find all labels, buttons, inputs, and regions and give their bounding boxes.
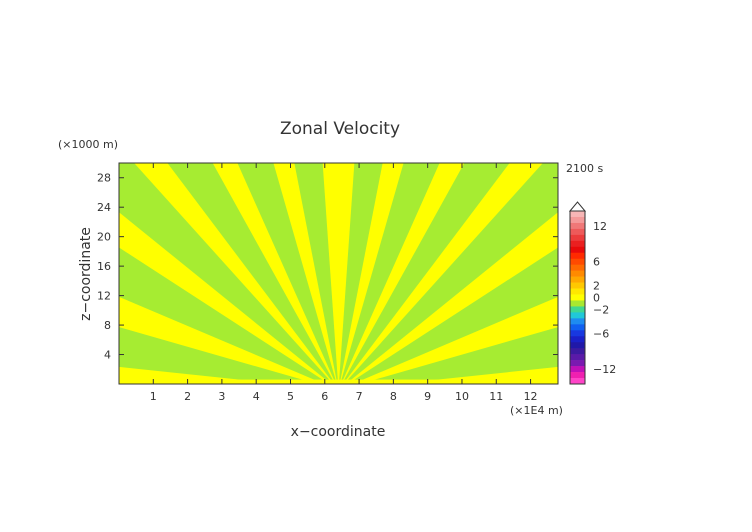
colorbar-swatch <box>570 300 585 307</box>
plot-area <box>119 163 558 384</box>
colorbar-swatch <box>570 378 585 385</box>
colorbar-tick-label: 2 <box>593 280 600 293</box>
y-tick-label: 24 <box>97 201 111 214</box>
colorbar-swatch <box>570 222 585 230</box>
x-tick-label: 12 <box>524 390 538 403</box>
colorbar: 12 6 20−2 −6 −12 <box>568 201 616 385</box>
colorbar-swatch <box>570 372 585 379</box>
velocity-band <box>322 163 339 384</box>
colorbar-swatch <box>570 318 585 325</box>
chart-title: Zonal Velocity <box>280 119 400 139</box>
colorbar-swatch <box>570 354 585 361</box>
colorbar-tick-label: −6 <box>593 327 609 340</box>
x-axis-label: x−coordinate <box>291 424 386 440</box>
velocity-band <box>341 163 465 384</box>
colorbar-swatch <box>570 312 585 319</box>
y-axis: 4 8 12 16 20 24 28 <box>97 172 558 362</box>
x-tick-label: 11 <box>489 390 503 403</box>
colorbar-swatch <box>570 228 585 236</box>
colorbar-tick-label: 0 <box>593 292 600 305</box>
colorbar-tick-label: 6 <box>593 256 600 269</box>
colorbar-swatch <box>570 246 585 254</box>
colorbar-swatch <box>570 324 585 331</box>
colorbar-swatch <box>570 264 585 271</box>
y-tick-label: 16 <box>97 260 111 273</box>
colorbar-swatch <box>570 288 585 295</box>
x-tick-label: 1 <box>150 390 157 403</box>
velocity-bands <box>119 163 558 384</box>
x-axis: 1 2 3 4 5 6 7 8 9 10 11 12 <box>150 163 538 403</box>
velocity-band <box>119 296 325 384</box>
colorbar-swatch <box>570 366 585 373</box>
x-tick-label: 2 <box>184 390 191 403</box>
x-tick-label: 8 <box>390 390 397 403</box>
velocity-band <box>338 163 355 384</box>
y-unit-label: (×1000 m) <box>58 138 118 151</box>
velocity-band <box>273 163 338 384</box>
colorbar-swatch <box>570 360 585 367</box>
x-tick-label: 10 <box>455 390 469 403</box>
velocity-band <box>119 379 558 384</box>
colorbar-tick-label: −2 <box>593 303 609 316</box>
colorbar-swatch <box>570 342 585 349</box>
x-tick-label: 5 <box>287 390 294 403</box>
colorbar-swatch <box>570 258 585 265</box>
colorbar-swatch <box>570 276 585 283</box>
velocity-band <box>345 212 558 384</box>
time-label: 2100 s <box>566 162 603 175</box>
colorbar-swatch <box>570 282 585 289</box>
colorbar-overflow-triangle <box>568 201 587 212</box>
velocity-band <box>339 163 404 384</box>
y-tick-label: 20 <box>97 231 111 244</box>
colorbar-swatch <box>570 216 585 224</box>
x-unit-label: (×1E4 m) <box>510 404 563 417</box>
x-tick-label: 7 <box>356 390 363 403</box>
colorbar-swatch <box>570 234 585 242</box>
y-tick-label: 12 <box>97 290 111 303</box>
plot-frame <box>118 162 559 385</box>
velocity-band <box>343 163 543 384</box>
colorbar-tick-label: −12 <box>593 363 616 376</box>
x-tick-label: 4 <box>253 390 260 403</box>
colorbar-swatch <box>570 306 585 313</box>
x-tick-label: 9 <box>424 390 431 403</box>
x-tick-label: 6 <box>321 390 328 403</box>
colorbar-swatch <box>570 336 585 343</box>
y-tick-label: 28 <box>97 172 111 185</box>
velocity-band <box>212 163 336 384</box>
colorbar-swatch <box>570 348 585 355</box>
velocity-band <box>119 212 332 384</box>
colorbar-swatch <box>570 240 585 248</box>
colorbar-swatch <box>570 330 585 337</box>
colorbar-swatch <box>570 294 585 301</box>
y-axis-label: z−coordinate <box>78 227 94 321</box>
y-tick-label: 4 <box>104 349 111 362</box>
colorbar-swatch <box>570 252 585 260</box>
y-tick-label: 8 <box>104 319 111 332</box>
colorbar-tick-label: 12 <box>593 220 607 233</box>
velocity-band <box>352 296 558 384</box>
x-tick-label: 3 <box>218 390 225 403</box>
colorbar-swatch <box>570 270 585 277</box>
colorbar-swatch <box>570 211 585 218</box>
velocity-band <box>134 163 334 384</box>
